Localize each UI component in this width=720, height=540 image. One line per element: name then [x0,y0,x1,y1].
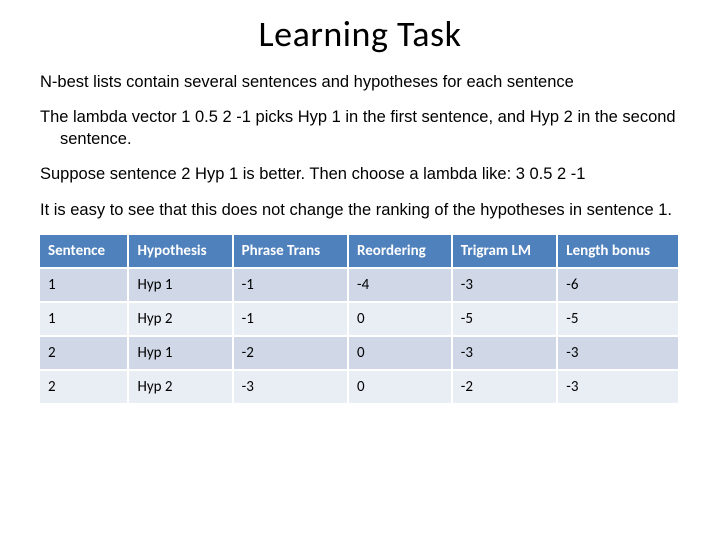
paragraph-2: The lambda vector 1 0.5 2 -1 picks Hyp 1… [40,107,680,150]
cell: -5 [452,302,558,336]
table-row: 1 Hyp 1 -1 -4 -3 -6 [40,268,679,302]
cell: -2 [452,370,558,404]
table-row: 2 Hyp 1 -2 0 -3 -3 [40,336,679,370]
col-trigram-lm: Trigram LM [452,235,558,268]
col-reordering: Reordering [348,235,452,268]
cell: 2 [40,370,128,404]
cell: 1 [40,268,128,302]
paragraph-4: It is easy to see that this does not cha… [40,200,680,221]
cell: -3 [557,336,679,370]
cell: -1 [233,302,348,336]
table-row: 2 Hyp 2 -3 0 -2 -3 [40,370,679,404]
cell: 1 [40,302,128,336]
cell: -1 [233,268,348,302]
cell: 0 [348,302,452,336]
col-phrase-trans: Phrase Trans [233,235,348,268]
cell: 2 [40,336,128,370]
cell: -3 [452,336,558,370]
table-row: 1 Hyp 2 -1 0 -5 -5 [40,302,679,336]
paragraph-3: Suppose sentence 2 Hyp 1 is better. Then… [40,164,680,185]
cell: -3 [557,370,679,404]
cell: -6 [557,268,679,302]
cell: -3 [452,268,558,302]
cell: -4 [348,268,452,302]
slide-title: Learning Task [40,12,680,56]
col-length-bonus: Length bonus [557,235,679,268]
table-header-row: Sentence Hypothesis Phrase Trans Reorder… [40,235,679,268]
col-sentence: Sentence [40,235,128,268]
paragraph-1: N-best lists contain several sentences a… [40,72,680,93]
cell: Hyp 2 [128,302,232,336]
cell: 0 [348,370,452,404]
cell: Hyp 1 [128,336,232,370]
cell: 0 [348,336,452,370]
cell: Hyp 1 [128,268,232,302]
cell: -5 [557,302,679,336]
col-hypothesis: Hypothesis [128,235,232,268]
hypothesis-table: Sentence Hypothesis Phrase Trans Reorder… [40,235,680,405]
cell: Hyp 2 [128,370,232,404]
cell: -3 [233,370,348,404]
cell: -2 [233,336,348,370]
